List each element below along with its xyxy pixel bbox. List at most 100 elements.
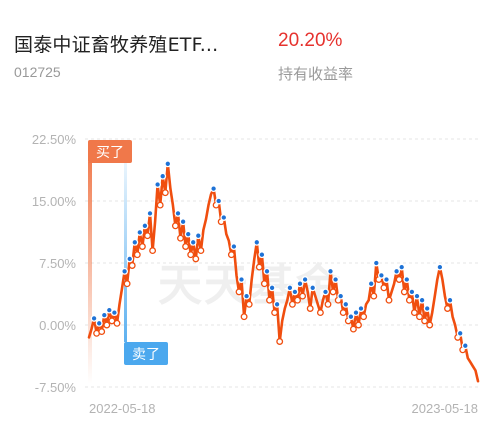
buy-point — [299, 292, 307, 300]
buy-point — [271, 309, 279, 317]
buy-point — [171, 222, 179, 230]
sell-point — [243, 292, 251, 300]
buy-point — [255, 263, 263, 271]
sell-point — [342, 300, 350, 308]
buy-point — [260, 280, 268, 288]
sell-point — [220, 214, 228, 221]
sell-point — [273, 300, 281, 308]
buy-point — [156, 201, 164, 209]
sell-point — [100, 311, 108, 319]
sell-point — [146, 209, 154, 217]
buy-point — [187, 251, 195, 259]
sell-marker-line — [124, 136, 127, 342]
buy-point — [426, 321, 434, 329]
sell-point — [383, 276, 390, 283]
x-tick-label: 2023-05-18 — [412, 401, 479, 416]
buy-point — [197, 247, 205, 255]
sell-point — [215, 197, 223, 205]
buy-point — [266, 296, 273, 304]
sell-point — [141, 222, 149, 230]
buy-point — [355, 321, 362, 329]
buy-point — [339, 309, 347, 317]
buy-point — [177, 234, 184, 242]
buy-point — [240, 313, 248, 321]
buy-point — [385, 296, 393, 304]
sell-tag[interactable]: 卖了 — [124, 342, 168, 365]
buy-point — [245, 300, 253, 308]
sell-tag-box — [124, 342, 168, 365]
sell-point — [461, 342, 469, 350]
sell-point — [90, 314, 98, 322]
buy-point — [182, 243, 190, 250]
buy-point — [329, 288, 337, 296]
sell-point — [258, 251, 266, 259]
sell-point — [189, 238, 197, 246]
sell-point — [263, 267, 271, 275]
sell-point — [393, 267, 401, 275]
buy-point — [294, 296, 301, 304]
sell-point — [352, 309, 360, 317]
sell-point — [377, 271, 385, 279]
sell-point — [309, 284, 317, 292]
buy-point — [349, 325, 357, 333]
buy-tag-box — [88, 140, 132, 163]
sell-point — [423, 305, 431, 312]
buy-point — [288, 300, 296, 308]
holding-return-value: 20.20% — [278, 30, 343, 51]
sell-point — [136, 228, 144, 236]
buy-point — [128, 262, 136, 269]
sell-point — [403, 276, 411, 283]
sell-point — [327, 267, 334, 275]
y-tick-label: 22.50% — [32, 132, 77, 147]
sell-point — [95, 319, 103, 327]
sell-point — [332, 276, 340, 283]
buy-point — [98, 328, 106, 336]
buy-tag-label: 买了 — [96, 145, 124, 161]
buy-point — [138, 243, 146, 250]
buy-point — [421, 317, 429, 325]
sell-point — [418, 296, 426, 304]
sell-point — [210, 185, 218, 193]
sell-point — [126, 255, 134, 263]
buy-point — [444, 305, 451, 312]
buy-point — [416, 313, 423, 321]
sell-point — [164, 160, 172, 168]
buy-point — [103, 321, 111, 329]
buy-point — [370, 292, 378, 300]
sell-point — [121, 267, 129, 275]
sell-point — [291, 288, 299, 296]
sell-point — [398, 263, 406, 271]
buy-marker-line — [88, 162, 92, 384]
buy-point — [316, 309, 324, 317]
sell-point — [322, 288, 329, 296]
sell-point — [446, 296, 454, 304]
buy-point — [276, 338, 284, 345]
sell-point — [110, 309, 118, 317]
sell-point — [179, 218, 187, 226]
x-tick-label: 2022-05-18 — [89, 401, 156, 416]
buy-point — [144, 232, 151, 240]
sell-point — [367, 280, 375, 288]
sell-point — [253, 238, 261, 246]
sell-point — [357, 305, 365, 312]
sell-point — [174, 209, 182, 217]
fund-name: 国泰中证畜牧养殖ETF... — [14, 34, 219, 56]
sell-point — [268, 284, 276, 292]
buy-point — [360, 313, 368, 321]
sell-tag-label: 卖了 — [132, 347, 160, 363]
buy-point — [161, 189, 169, 197]
buy-point — [306, 305, 314, 312]
sell-point — [408, 288, 416, 296]
buy-point — [400, 288, 408, 296]
sell-point — [436, 263, 444, 271]
buy-tag[interactable]: 买了 — [88, 140, 132, 163]
sell-point — [184, 230, 192, 238]
buy-point — [113, 319, 121, 327]
buy-point — [227, 251, 235, 259]
series-line — [87, 162, 480, 383]
sell-point — [337, 292, 345, 300]
buy-point — [324, 300, 332, 308]
y-tick-label: 15.00% — [32, 194, 77, 209]
sell-point — [372, 259, 380, 267]
